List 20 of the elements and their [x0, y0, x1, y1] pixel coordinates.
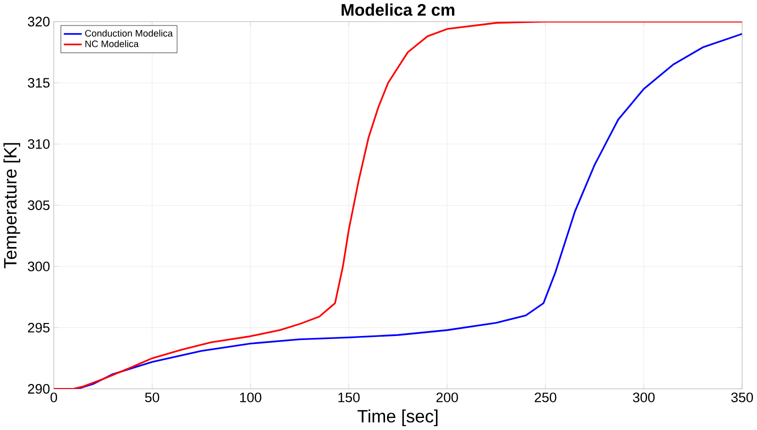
x-tick-label: 250	[534, 392, 556, 402]
x-tick-label: 0	[50, 392, 58, 402]
x-tick-label: 100	[240, 392, 262, 402]
x-tick-label: 350	[731, 392, 753, 402]
legend-label: NC Modelica	[85, 40, 139, 48]
x-tick-label: 50	[145, 392, 160, 402]
y-tick-label: 305	[28, 200, 50, 210]
y-tick-label: 315	[28, 78, 50, 88]
x-tick-label: 300	[632, 392, 655, 402]
x-tick-label: 200	[436, 392, 458, 402]
chart-title: Modelica 2 cm	[342, 4, 454, 16]
y-tick-label: 300	[28, 262, 50, 272]
legend-label: Conduction Modelica	[85, 30, 173, 37]
y-tick-label: 320	[28, 17, 50, 27]
x-tick-label: 150	[338, 392, 360, 402]
y-axis-title: Temperature [K]	[4, 143, 20, 269]
y-tick-label: 295	[28, 323, 50, 333]
y-tick-label: 310	[28, 139, 50, 150]
x-axis-title: Time [sec]	[358, 410, 438, 426]
y-tick-label: 290	[28, 384, 50, 394]
